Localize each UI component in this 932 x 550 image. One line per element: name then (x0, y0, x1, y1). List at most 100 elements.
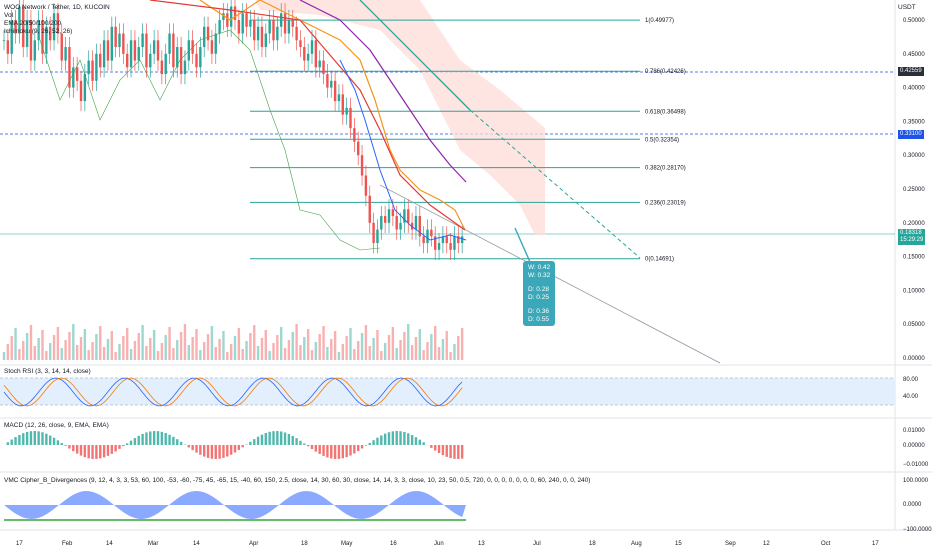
tooltip-pointer (514, 227, 531, 263)
macd-histogram-bar (168, 434, 171, 445)
volume-bar (118, 344, 121, 360)
macd-histogram-bar (75, 445, 79, 454)
macd-histogram-bar (395, 431, 398, 445)
candle-body (306, 53, 310, 61)
candle-body (233, 6, 237, 21)
time-tick-label: 14 (193, 541, 200, 547)
candle-body (330, 80, 333, 88)
candle-body (434, 236, 437, 250)
price-tick-label: 0.05000 (903, 322, 925, 328)
macd-histogram-bar (268, 431, 271, 445)
volume-bar (52, 335, 56, 360)
candle-body (183, 60, 187, 75)
axes: 0.50000 0.45000 0.40000 0.35000 0.30000 0.250… (16, 18, 932, 547)
macd-histogram-bar (264, 432, 267, 445)
volume-bar (272, 343, 275, 360)
candle-body (372, 222, 375, 244)
candle-body (41, 20, 44, 54)
candle-body (245, 13, 248, 27)
macd-histogram-bar (391, 431, 395, 445)
volume-bar (179, 332, 183, 360)
candle-body (391, 209, 395, 217)
candle-body (210, 40, 214, 54)
candle-body (156, 40, 160, 61)
candle-body (395, 216, 398, 230)
macd-histogram-bar (41, 432, 44, 445)
volume-bar (268, 351, 271, 360)
volume-bar (283, 348, 287, 360)
candle-body (283, 13, 287, 34)
volume-bar (445, 331, 448, 360)
macd-histogram-bar (364, 445, 368, 446)
volume-bar (10, 336, 13, 360)
macd-histogram-bar (383, 433, 387, 445)
macd-histogram-bar (145, 432, 148, 445)
candle-body (10, 20, 13, 54)
macd-histogram-bar (156, 431, 160, 445)
volume-bar (306, 329, 310, 360)
volume-bar (341, 344, 344, 360)
vmc-tick-label: 0.0000 (903, 502, 922, 508)
volume-bar (145, 346, 148, 360)
volume-bar (102, 347, 106, 360)
candle-body (414, 216, 418, 230)
ema-50-line (149, 0, 466, 231)
volume-bar (364, 325, 368, 360)
macd-histogram-bar (52, 437, 56, 445)
macd-histogram-bar (287, 433, 291, 445)
macd-histogram-bar (68, 445, 71, 449)
candle-body (91, 60, 94, 81)
macd-histogram-bar (314, 445, 318, 452)
macd-histogram-bar (376, 437, 379, 445)
macd-histogram-bar (295, 438, 298, 445)
volume-bar (126, 328, 129, 360)
volume-bar (391, 327, 395, 360)
price-tag-mid: 0.33100 (898, 130, 924, 139)
macd-histogram-bar (299, 440, 302, 445)
price-tick-label: 0.10000 (903, 288, 925, 294)
fib-label: 1(0.49977) (645, 18, 674, 24)
macd-histogram-bar (33, 431, 36, 445)
ema-lines (39, 0, 467, 251)
fib-retracement[interactable]: 1(0.49977) 0.786(0.42426) 0.618(0.36498) 0.… (250, 18, 686, 263)
candle-body (172, 33, 175, 68)
macd-histogram-bar (430, 445, 433, 448)
stoch-k-line (3, 377, 463, 407)
volume-bar (99, 326, 102, 360)
candle-body (276, 26, 279, 41)
volume-bar (291, 332, 294, 360)
macd-histogram-bar (333, 445, 337, 459)
volume-bar (68, 332, 71, 360)
candle-body (364, 175, 368, 196)
macd-histogram-bar (222, 445, 225, 458)
macd-histogram-bar (403, 431, 406, 445)
candle-body (160, 60, 164, 75)
candle-body (268, 20, 271, 34)
candle-body (387, 209, 391, 223)
candle-body (199, 47, 202, 68)
macd-histogram-bar (260, 434, 264, 445)
macd-histogram-bar (291, 435, 294, 445)
macd-histogram-bar (306, 445, 310, 447)
volume-bar (345, 336, 348, 360)
macd-histogram-bar (410, 435, 414, 445)
volume-bar (168, 327, 171, 360)
candle-body (99, 53, 102, 68)
volume-bar (353, 349, 356, 360)
fib-label: 0.786(0.42426) (645, 69, 686, 75)
ema-20-line (199, 0, 466, 231)
macd-histogram-bar (91, 445, 94, 459)
time-tick-label: 17 (16, 541, 23, 547)
macd-histogram-bar (87, 445, 90, 459)
candle-body (337, 94, 341, 102)
candle-body (214, 33, 217, 54)
candle-body (133, 40, 137, 61)
vol-legend: Vol (4, 12, 14, 19)
volume-bar (222, 331, 225, 360)
volume-bar (79, 337, 83, 360)
time-tick-label: Aug (631, 541, 642, 547)
candle-body (95, 53, 98, 81)
macd-histogram-bar (133, 438, 137, 445)
volume-bar (249, 333, 252, 360)
